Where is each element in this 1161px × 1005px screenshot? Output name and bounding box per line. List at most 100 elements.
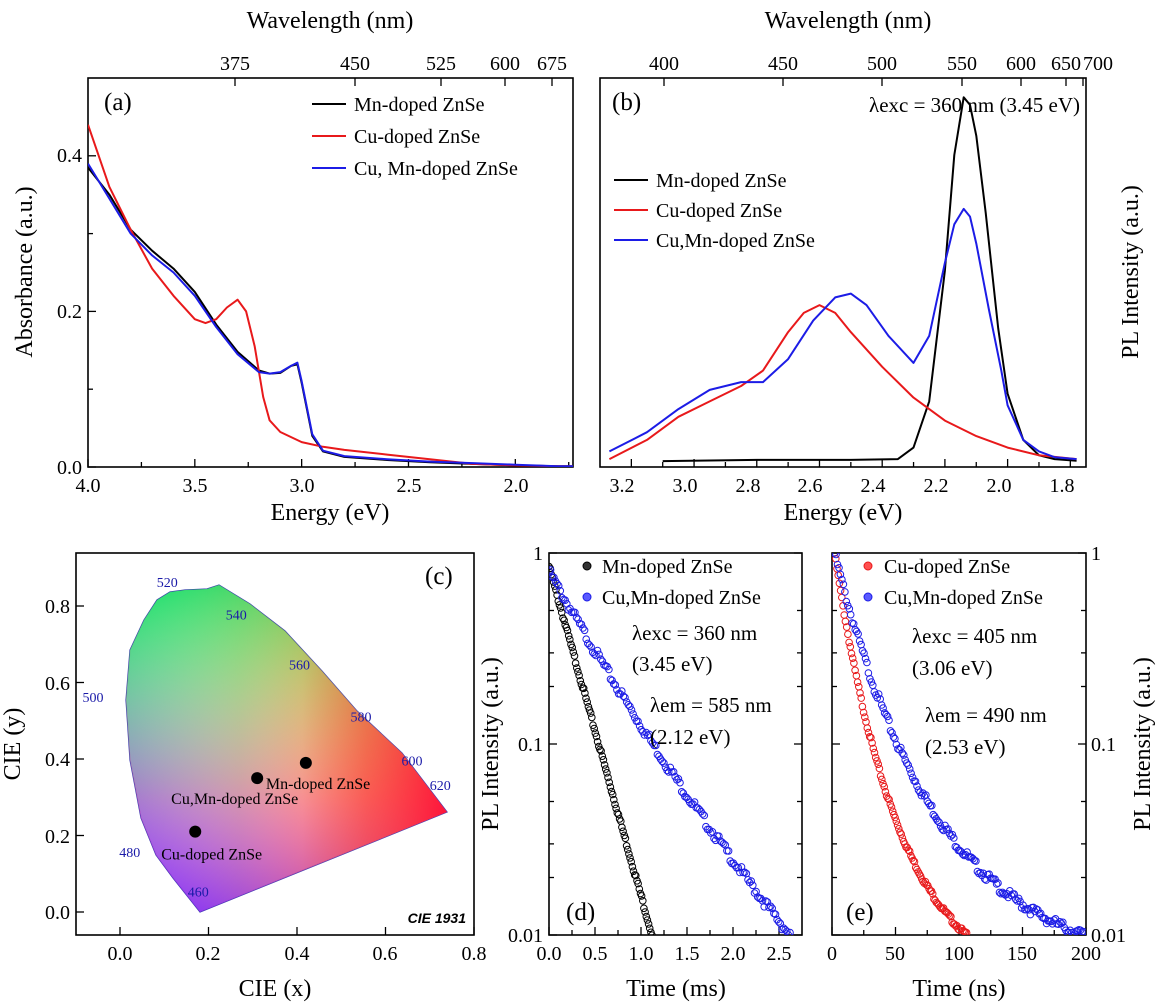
panel-c-y-tick-label: 0.0: [45, 902, 70, 924]
decay-point: [566, 635, 574, 644]
decay-point: [994, 879, 1002, 887]
decay-point: [1010, 890, 1019, 898]
decay-point: [1059, 918, 1067, 927]
legend-label-cumn: Cu, Mn-doped ZnSe: [354, 158, 518, 180]
decay-point: [585, 641, 594, 649]
decay-point: [878, 775, 886, 784]
decay-point: [860, 649, 868, 658]
decay-point: [911, 863, 920, 872]
decay-point: [707, 829, 715, 837]
panel-a-y-tick-label: 0.4: [57, 145, 82, 167]
decay-point: [579, 684, 588, 693]
decay-point: [635, 722, 644, 730]
decay-point: [770, 909, 778, 918]
panel-d-y-axis-label: PL Intensity (a.u.): [478, 657, 504, 831]
panel-e-y-tick-label: 0.01: [1091, 925, 1126, 947]
cie-point-label: Mn-doped ZnSe: [266, 776, 370, 793]
decay-point: [997, 889, 1005, 898]
panel-c-y-tick-label: 0.2: [45, 826, 70, 848]
decay-point: [893, 821, 902, 829]
decay-point: [577, 620, 586, 629]
decay-point: [645, 924, 654, 933]
decay-point: [642, 912, 651, 921]
decay-point: [664, 768, 673, 776]
decay-point: [724, 847, 733, 855]
decay-point: [608, 790, 617, 799]
panel-b-x-tick-label: 2.4: [861, 475, 886, 497]
decay-point: [554, 581, 563, 590]
decay-point: [876, 772, 885, 780]
decay-point: [992, 880, 1001, 888]
decay-point: [885, 795, 893, 804]
decay-point: [553, 579, 561, 588]
decay-point: [600, 761, 609, 769]
decay-point: [591, 729, 600, 737]
cie-wavelength-label: 600: [401, 754, 422, 769]
panel-a: Wavelength (nm) 375 450 525 600 675 4.0 …: [12, 8, 574, 526]
decay-point: [856, 689, 864, 697]
decay-point: [950, 834, 958, 842]
decay-point: [887, 803, 896, 811]
decay-point: [639, 897, 647, 905]
decay-point: [913, 782, 921, 790]
decay-point: [909, 856, 918, 865]
panel-c-frame: [75, 552, 475, 936]
decay-point: [854, 630, 862, 638]
panel-c-x-tick-label: 0.4: [285, 943, 310, 965]
decay-point: [674, 775, 683, 783]
decay-point: [838, 575, 846, 584]
decay-point: [904, 761, 913, 769]
decay-point: [836, 570, 845, 579]
panel-d-y-tick-label: 1: [533, 543, 543, 565]
decay-point: [881, 787, 890, 796]
panel-a-x-axis-label: Energy (eV): [271, 500, 390, 526]
decay-point: [577, 680, 586, 689]
panel-a-frame: [87, 77, 574, 468]
decay-point: [945, 911, 954, 920]
legend-label-cumn: Cu,Mn-doped ZnSe: [656, 230, 815, 252]
legend-marker-cu: [863, 561, 873, 571]
decay-point: [861, 654, 870, 663]
panel-d-points: [549, 562, 794, 935]
decay-point: [846, 610, 855, 619]
decay-point: [861, 713, 869, 722]
decay-point: [590, 724, 599, 733]
legend-label-mn: Mn-doped ZnSe: [656, 170, 787, 192]
panel-d: 0.0 0.5 1.0 1.5 2.0 2.5 0.01 0.1 1 Time …: [478, 543, 803, 1002]
decay-point: [603, 769, 611, 777]
decay-point: [832, 555, 840, 563]
panel-b-top-tick-label: 450: [768, 53, 798, 75]
panel-d-x-tick-label: 0.0: [537, 943, 562, 965]
panel-e-y-tick-label: 1: [1091, 543, 1101, 565]
decay-point: [628, 862, 637, 871]
decay-point: [928, 890, 937, 898]
panel-d-x-axis-label: Time (ms): [626, 976, 726, 1002]
decay-point: [579, 624, 587, 632]
decay-point: [947, 912, 955, 921]
decay-point: [583, 698, 592, 706]
cie-wavelength-label: 620: [430, 779, 451, 794]
cie-1931-label: CIE 1931: [408, 910, 467, 926]
decay-point: [879, 704, 887, 712]
decay-point: [907, 769, 915, 778]
cie-wavelength-label: 500: [83, 691, 104, 706]
decay-point: [944, 825, 952, 833]
decay-point: [573, 664, 581, 672]
panel-e-x-tick-label: 150: [1007, 943, 1037, 965]
panel-e-letter: (e): [846, 899, 874, 926]
decay-point: [885, 716, 893, 725]
cie-gamut-red-tint: [126, 585, 447, 912]
decay-point: [855, 683, 863, 691]
panel-e-x-tick-label: 200: [1071, 943, 1101, 965]
decay-point: [898, 749, 907, 757]
panel-e-y-axis-label: PL Intensity (a.u.): [1130, 657, 1156, 831]
decay-point: [888, 729, 896, 737]
legend-label-cu: Cu-doped ZnSe: [884, 556, 1010, 578]
panel-e-x-tick-label: 0: [827, 943, 837, 965]
decay-point: [749, 881, 757, 890]
decay-point: [637, 892, 646, 900]
cie-wavelength-label: 540: [226, 609, 247, 624]
legend-label-cu: Cu-doped ZnSe: [656, 200, 782, 222]
decay-point: [846, 643, 855, 651]
panel-b-x-tick-label: 1.8: [1050, 475, 1075, 497]
